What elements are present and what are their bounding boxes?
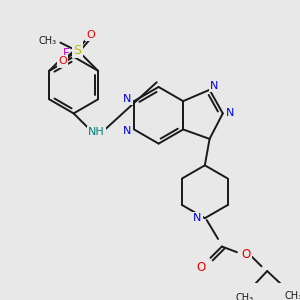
Text: O: O <box>86 30 95 40</box>
Text: NH: NH <box>88 127 105 137</box>
Text: CH₃: CH₃ <box>284 291 300 300</box>
Text: N: N <box>123 94 132 104</box>
Text: N: N <box>123 126 132 136</box>
Text: S: S <box>74 44 81 57</box>
Text: N: N <box>226 108 235 118</box>
Text: CH₃: CH₃ <box>38 36 56 46</box>
Text: O: O <box>196 261 206 274</box>
Text: N: N <box>210 81 218 91</box>
Text: F: F <box>63 47 69 60</box>
Text: O: O <box>58 56 67 67</box>
Text: O: O <box>242 248 251 261</box>
Text: CH₃: CH₃ <box>236 292 253 300</box>
Text: N: N <box>193 213 202 223</box>
